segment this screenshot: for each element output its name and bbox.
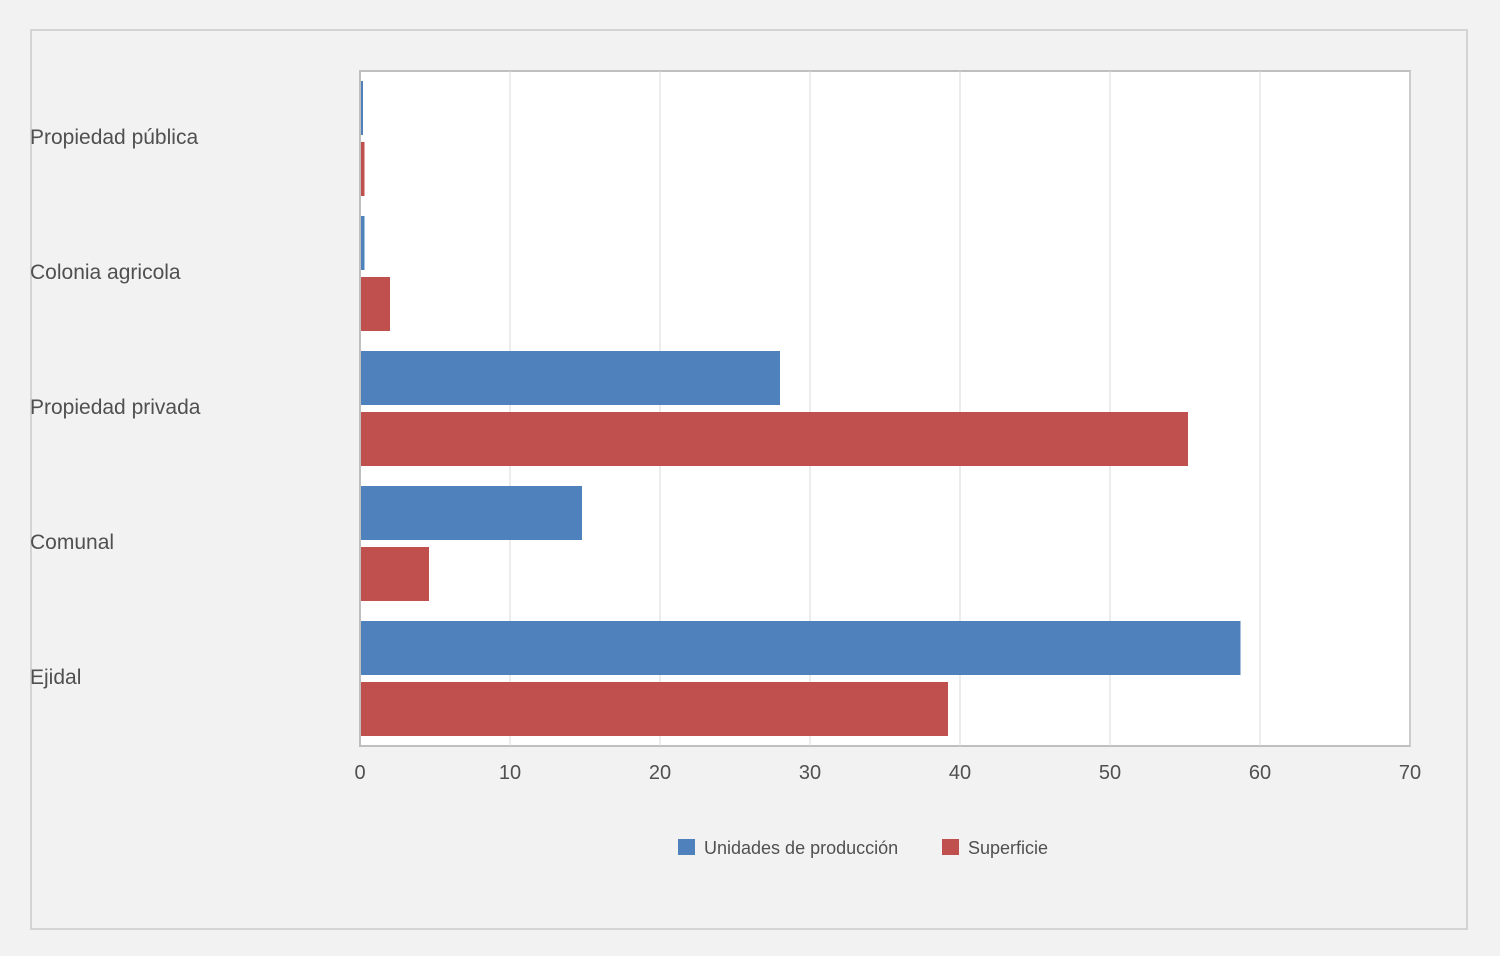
x-tick-label: 0 — [354, 762, 365, 784]
category-labels: Propiedad pública Colonia agricola Propied… — [30, 126, 201, 689]
legend-swatch — [942, 839, 959, 855]
x-tick-label: 40 — [949, 762, 971, 784]
x-tick-label: 60 — [1249, 762, 1271, 784]
bar-unidades-1 — [360, 216, 365, 270]
category-label: Propiedad pública — [30, 126, 198, 149]
bar-unidades-3 — [360, 486, 582, 540]
x-tick-label: 20 — [649, 762, 671, 784]
x-tick-label: 50 — [1099, 762, 1121, 784]
x-tick-label: 70 — [1399, 762, 1421, 784]
bar-superficie-1 — [360, 277, 390, 331]
bar-unidades-2 — [360, 351, 780, 405]
bar-unidades-0 — [360, 81, 363, 135]
bar-superficie-2 — [360, 412, 1188, 466]
category-label: Ejidal — [30, 666, 81, 689]
legend-label: Superficie — [968, 838, 1048, 858]
bar-superficie-0 — [360, 142, 365, 196]
category-label: Colonia agricola — [30, 261, 181, 284]
category-label: Comunal — [30, 531, 114, 554]
x-tick-labels: 0 10 20 30 40 50 60 70 — [354, 762, 1421, 784]
bars — [360, 81, 1241, 736]
category-label: Propiedad privada — [30, 396, 201, 419]
bar-unidades-4 — [360, 621, 1241, 675]
bar-superficie-4 — [360, 682, 948, 736]
legend: Unidades de producción Superficie — [678, 838, 1048, 858]
legend-swatch — [678, 839, 695, 855]
legend-label: Unidades de producción — [704, 838, 898, 858]
x-tick-label: 30 — [799, 762, 821, 784]
bar-superficie-3 — [360, 547, 429, 601]
x-tick-label: 10 — [499, 762, 521, 784]
